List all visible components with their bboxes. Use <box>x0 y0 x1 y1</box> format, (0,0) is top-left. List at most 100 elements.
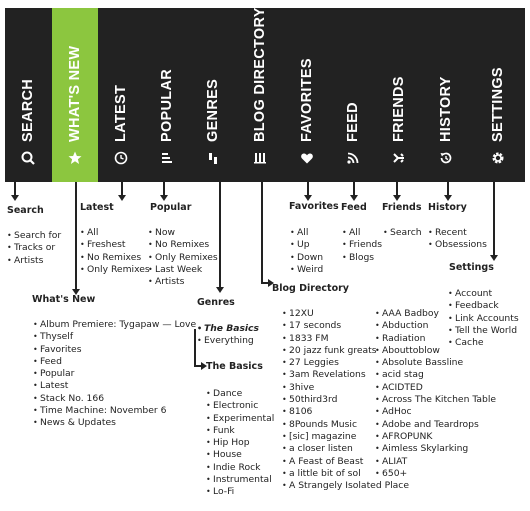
list-item[interactable]: Everything <box>197 335 259 348</box>
tab-popular[interactable]: POPULAR <box>144 8 190 182</box>
list-item[interactable]: 650+ <box>375 468 496 481</box>
history-heading[interactable]: History <box>428 202 467 213</box>
list-item[interactable]: Indie Rock <box>206 462 274 475</box>
list-item[interactable]: AdHoc <box>375 406 496 419</box>
list-item[interactable]: All <box>290 227 323 240</box>
list-item[interactable]: Aimless Skylarking <box>375 443 496 456</box>
list-item[interactable]: Popular <box>33 368 196 381</box>
list-item[interactable]: Across The Kitchen Table <box>375 394 496 407</box>
list-item[interactable]: 8Pounds Music <box>282 419 409 432</box>
list-item[interactable]: Blogs <box>342 252 382 265</box>
list-item[interactable]: Tracks or <box>7 242 61 255</box>
list-item[interactable]: Radiation <box>375 333 496 346</box>
genres-heading[interactable]: Genres <box>197 297 235 308</box>
list-item[interactable]: Recent <box>428 227 487 240</box>
list-item[interactable]: Search <box>383 227 422 240</box>
list-item[interactable]: 12XU <box>282 308 409 321</box>
list-item[interactable]: ACIDTED <box>375 382 496 395</box>
list-item[interactable]: All <box>342 227 382 240</box>
tab-settings[interactable]: SETTINGS <box>470 8 525 182</box>
list-item[interactable]: Dance <box>206 388 274 401</box>
blog-directory-heading[interactable]: Blog Directory <box>272 283 349 294</box>
tab-latest[interactable]: LATEST <box>98 8 144 182</box>
list-item[interactable]: Last Week <box>148 264 218 277</box>
list-item[interactable]: Funk <box>206 425 274 438</box>
list-item[interactable]: No Remixes <box>80 252 150 265</box>
list-item[interactable]: Feed <box>33 356 196 369</box>
tab-search[interactable]: SEARCH <box>5 8 51 182</box>
list-item[interactable]: Electronic <box>206 400 274 413</box>
gear-icon <box>490 150 506 166</box>
list-item[interactable]: Abduction <box>375 320 496 333</box>
list-item[interactable]: 20 jazz funk greats <box>282 345 409 358</box>
list-item[interactable]: 1833 FM <box>282 333 409 346</box>
list-item[interactable]: Friends <box>342 239 382 252</box>
list-item[interactable]: 3hive <box>282 382 409 395</box>
list-item[interactable]: AFROPUNK <box>375 431 496 444</box>
tab-whats-new[interactable]: WHAT'S NEW <box>52 8 98 182</box>
tab-favorites[interactable]: FAVORITES <box>284 8 330 182</box>
list-item[interactable]: Up <box>290 239 323 252</box>
list-item[interactable]: Album Premiere: Tygapaw — Love <box>33 319 196 332</box>
settings-heading[interactable]: Settings <box>449 262 494 273</box>
list-item[interactable]: Thyself <box>33 331 196 344</box>
list-item[interactable]: Adobe and Teardrops <box>375 419 496 432</box>
popular-heading[interactable]: Popular <box>150 202 192 213</box>
list-item[interactable]: A Feast of Beast <box>282 456 409 469</box>
list-item[interactable]: House <box>206 449 274 462</box>
list-item[interactable]: 27 Leggies <box>282 357 409 370</box>
list-item[interactable]: AAA Badboy <box>375 308 496 321</box>
list-item[interactable]: Search for <box>7 230 61 243</box>
the-basics-heading[interactable]: The Basics <box>206 361 263 372</box>
feed-heading[interactable]: Feed <box>341 202 367 213</box>
favorites-heading[interactable]: Favorites <box>289 201 339 212</box>
tab-feed[interactable]: FEED <box>330 8 376 182</box>
list-item[interactable]: Down <box>290 252 323 265</box>
list-item[interactable]: Absolute Bassline <box>375 357 496 370</box>
tab-genres[interactable]: GENRES <box>190 8 236 182</box>
list-item[interactable]: 17 seconds <box>282 320 409 333</box>
list-item[interactable]: Account <box>448 288 519 301</box>
friends-heading[interactable]: Friends <box>382 202 422 213</box>
list-item[interactable]: Time Machine: November 6 <box>33 405 196 418</box>
list-item[interactable]: Favorites <box>33 344 196 357</box>
whats-new-heading[interactable]: What's New <box>32 294 96 305</box>
list-item[interactable]: Weird <box>290 264 323 277</box>
list-item[interactable]: Obsessions <box>428 239 487 252</box>
latest-heading[interactable]: Latest <box>80 202 114 213</box>
list-item[interactable]: All <box>80 227 150 240</box>
list-item[interactable]: 50third3rd <box>282 394 409 407</box>
list-item[interactable]: Feedback <box>448 300 519 313</box>
list-item[interactable]: Only Remixes <box>148 252 218 265</box>
list-item[interactable]: The Basics <box>197 323 259 336</box>
list-item[interactable]: Link Accounts <box>448 313 519 326</box>
list-item[interactable]: Freshest <box>80 239 150 252</box>
list-item[interactable]: [sic] magazine <box>282 431 409 444</box>
search-heading[interactable]: Search <box>7 205 44 216</box>
list-item[interactable]: Stack No. 166 <box>33 393 196 406</box>
list-item[interactable]: a closer listen <box>282 443 409 456</box>
list-item[interactable]: No Remixes <box>148 239 218 252</box>
tab-history[interactable]: HISTORY <box>422 8 470 182</box>
list-item[interactable]: 3am Revelations <box>282 369 409 382</box>
list-item[interactable]: News & Updates <box>33 417 196 430</box>
list-item[interactable]: ALIAT <box>375 456 496 469</box>
list-item[interactable]: Artists <box>148 276 218 289</box>
list-item[interactable]: Hip Hop <box>206 437 274 450</box>
list-item[interactable]: Tell the World <box>448 325 519 338</box>
tab-friends[interactable]: FRIENDS <box>376 8 422 182</box>
list-item[interactable]: Cache <box>448 337 519 350</box>
list-item[interactable]: acid stag <box>375 369 496 382</box>
list-item[interactable]: Only Remixes <box>80 264 150 277</box>
list-item[interactable]: Artists <box>7 255 61 268</box>
list-item[interactable]: Lo-Fi <box>206 486 274 499</box>
list-item[interactable]: Instrumental <box>206 474 274 487</box>
list-item[interactable]: a little bit of sol <box>282 468 409 481</box>
list-item[interactable]: 8106 <box>282 406 409 419</box>
tab-blog-directory[interactable]: BLOG DIRECTORY <box>236 7 284 182</box>
list-item[interactable]: Experimental <box>206 413 274 426</box>
list-item[interactable]: A Strangely Isolated Place <box>282 480 409 493</box>
list-item[interactable]: Abouttoblow <box>375 345 496 358</box>
list-item[interactable]: Latest <box>33 380 196 393</box>
list-item[interactable]: Now <box>148 227 218 240</box>
